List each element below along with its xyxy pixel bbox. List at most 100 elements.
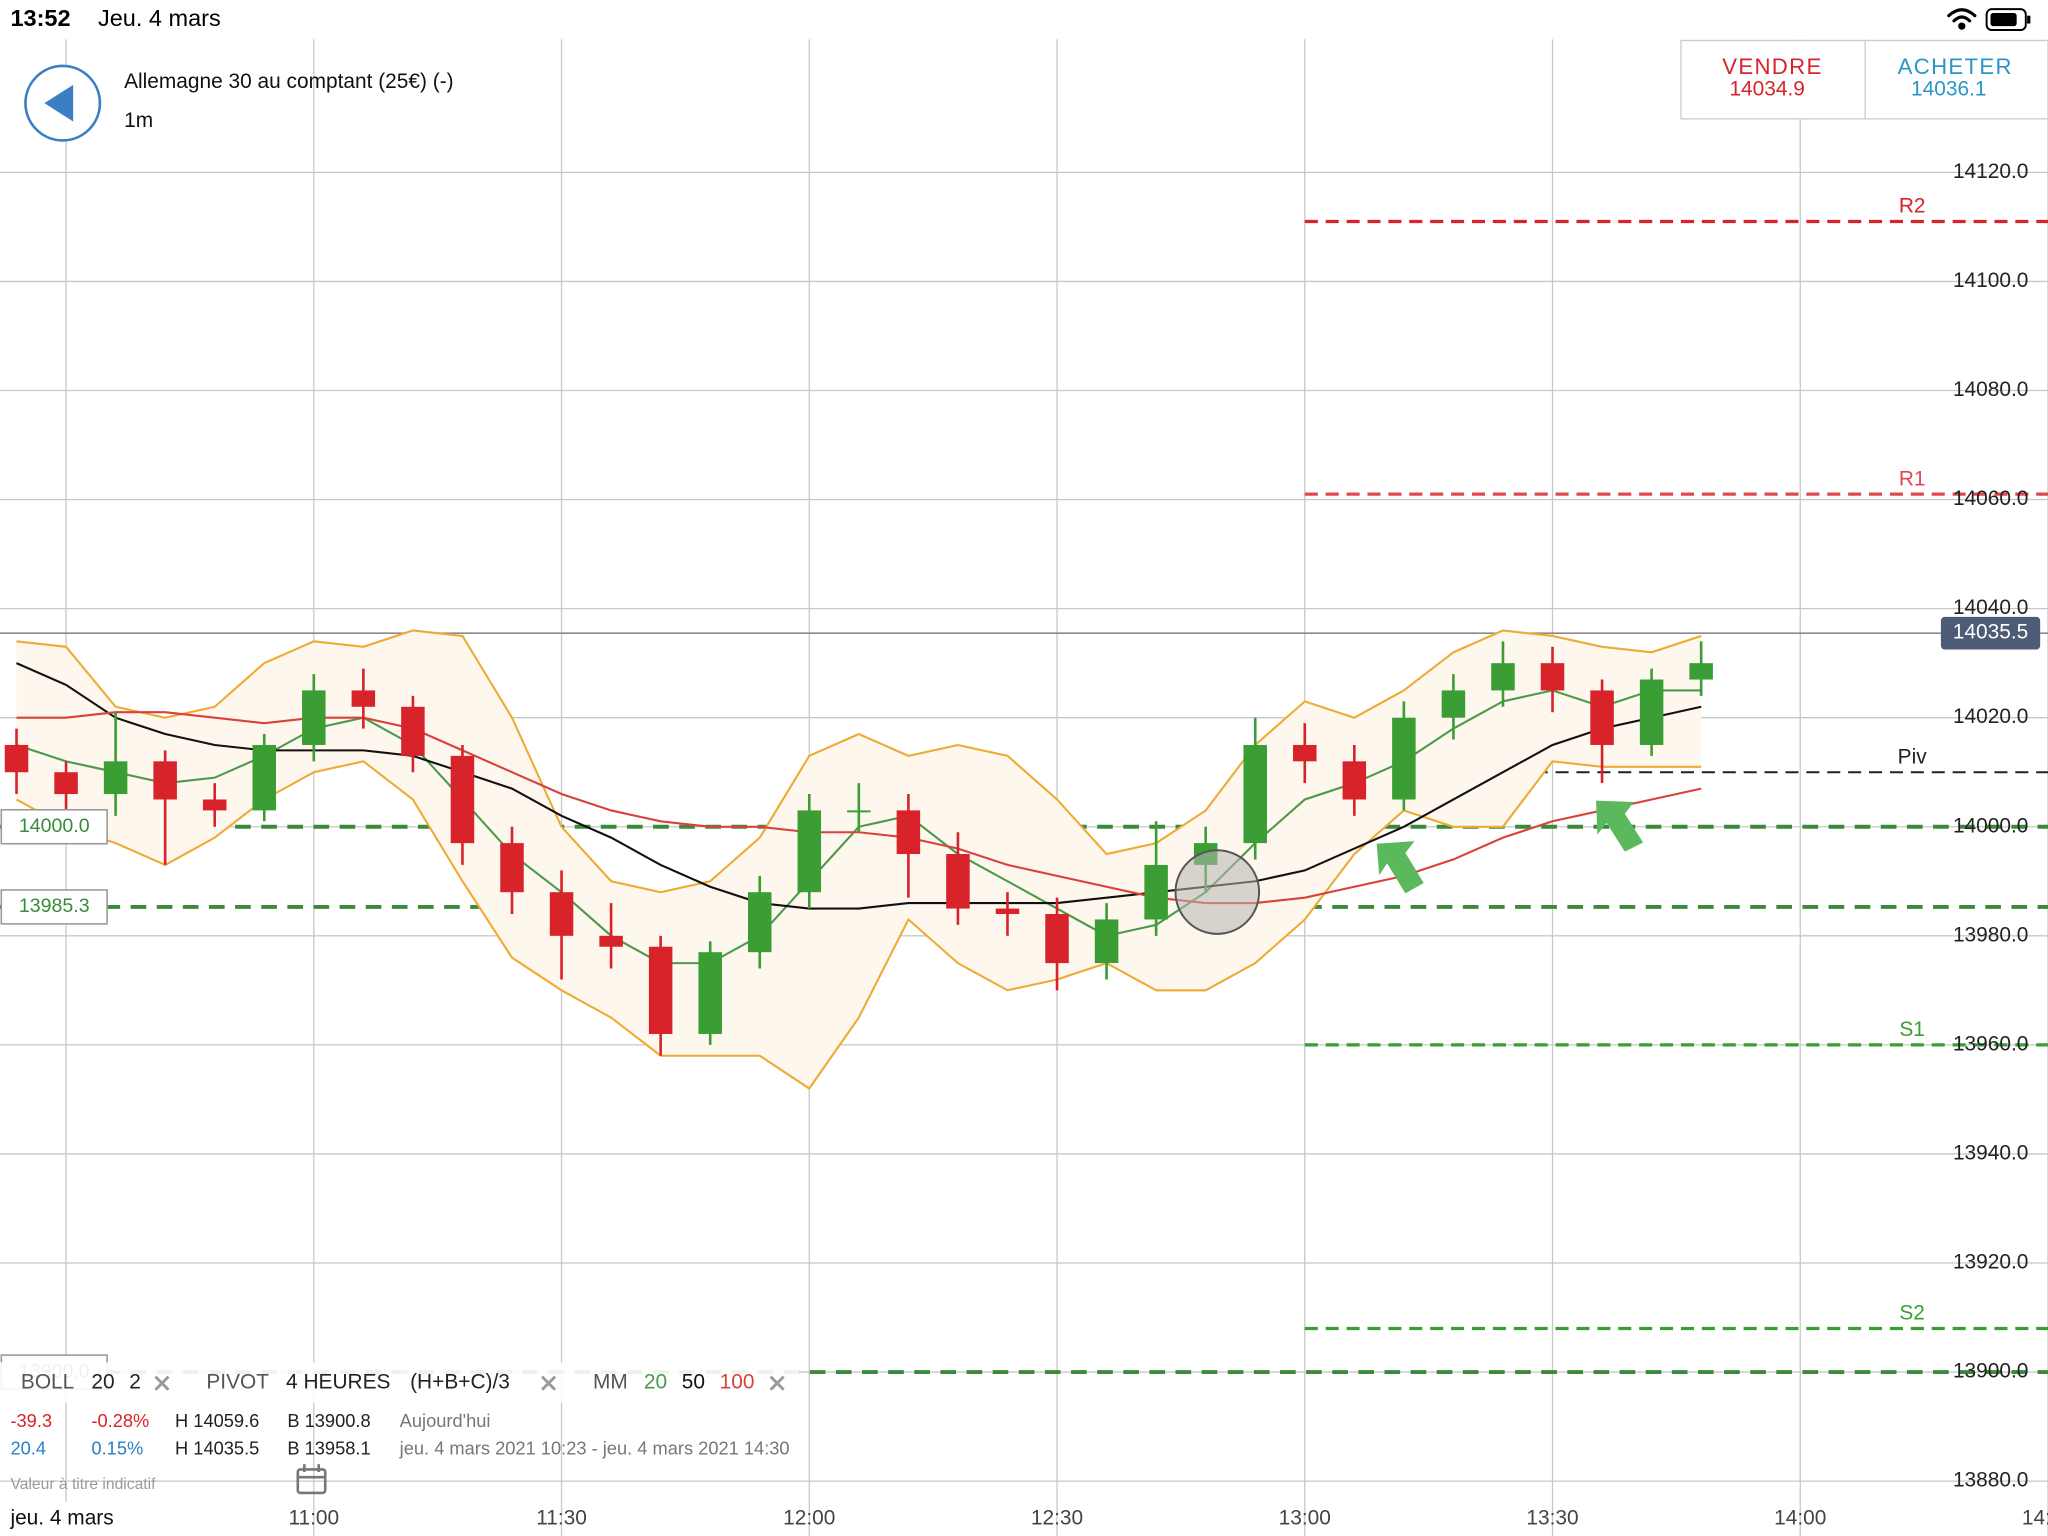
price-line-tag [0,889,108,925]
high: H 14035.5 [175,1438,259,1459]
change-pct: -0.28% [91,1410,149,1431]
last-price-label: 14035.5 [1953,621,2028,644]
interval: 1m [124,109,153,132]
candle-body [1639,679,1664,745]
price-line-tag [0,808,108,845]
boll-label: BOLL [21,1371,74,1394]
y-tick-label: 14000.0 [1953,814,2028,837]
y-tick-label: 14120.0 [1953,160,2028,183]
y-tick-label: 14020.0 [1953,705,2028,728]
candle-body [995,908,1020,915]
candle-body [747,892,772,953]
period: jeu. 4 mars 2021 10:23 - jeu. 4 mars 202… [399,1438,790,1459]
candle-body [1689,663,1713,680]
candle-body [4,744,29,773]
status-date: Jeu. 4 mars [98,5,221,31]
last-price-tag [1940,616,2041,650]
quote-box: VENDRE 14034.9 ACHETER 14036.1 [1680,39,2048,120]
x-tick-label: 11:30 [536,1507,587,1530]
remove-boll[interactable] [154,1375,170,1391]
pivot-formula: (H+B+C)/3 [410,1371,510,1394]
x-tick-label: 13:00 [1279,1507,1331,1530]
candle-body [1590,690,1614,745]
change: 20.4 [10,1438,46,1459]
annotation-arrow [1596,800,1644,852]
annotation-arrow [1376,841,1424,894]
low: B 13900.8 [287,1410,370,1431]
instrument-title: Allemagne 30 au comptant (25€) (-) [124,70,454,93]
candle-body [698,952,722,1034]
x-tick-label: 12:30 [1031,1507,1083,1530]
pivot-label: S1 [1899,1018,1925,1041]
y-tick-label: 14100.0 [1953,269,2028,292]
candle-body [599,935,623,947]
candle-body [549,892,574,936]
remove-pivot[interactable] [541,1375,557,1391]
change: -39.3 [10,1410,52,1431]
y-tick-label: 13900.0 [1953,1360,2028,1383]
candle-body [648,946,673,1034]
candle-body [896,810,921,855]
price-line-label: 13985.3 [19,895,90,917]
remove-mm[interactable] [769,1375,785,1391]
candle-body [1491,663,1515,691]
candle-body [1540,663,1565,691]
band-fill [16,630,1702,1089]
x-tick-label: 11:00 [288,1507,339,1530]
y-tick-label: 13940.0 [1953,1141,2028,1164]
candle-body [1392,717,1416,800]
pivot-label: R1 [1899,467,1926,490]
buy-label: ACHETER [1898,54,2013,79]
disclaimer: Valeur à titre indicatif [10,1476,156,1493]
candle-body [54,772,78,795]
x-tick-label: 14:00 [1774,1507,1826,1530]
price-line-label: 14000.0 [19,815,90,837]
candle-body [153,761,177,800]
candle-body [1243,744,1267,844]
pivot-label: PIVOT [206,1371,269,1394]
candle-body [103,761,128,795]
candle-body [946,854,970,909]
calendar-button[interactable] [296,1464,327,1495]
candle-body [847,810,871,813]
date-label-bg [0,1502,131,1536]
x-tick-label: 14:30 [2022,1507,2048,1530]
candle-body [401,706,425,756]
pivot-period: 4 HEURES [286,1371,390,1394]
buy-price: 14036.1 [1911,78,1986,101]
y-tick-label: 13880.0 [1953,1469,2028,1492]
candle-body [1094,919,1119,964]
high: H 14059.6 [175,1410,259,1431]
buy-button[interactable]: ACHETER 14036.1 [1864,39,2048,120]
mm-period: 20 [644,1371,667,1394]
y-tick-label: 14060.0 [1953,487,2028,510]
band-line [15,760,1702,1090]
pivot-label: R2 [1899,195,1926,218]
battery-icon [1985,8,2031,32]
candle-body [1144,864,1168,920]
mm-label: MM [593,1371,628,1394]
back-button[interactable] [24,64,102,142]
boll-period: 20 [91,1371,114,1394]
x-date-label: jeu. 4 mars [9,1507,113,1530]
candle-body [302,690,326,745]
clock: 13:52 [10,5,70,31]
candle-body [351,690,376,707]
mm-period: 50 [682,1371,705,1394]
low: B 13958.1 [287,1438,370,1459]
period: Aujourd'hui [400,1410,491,1431]
change-pct: 0.15% [91,1438,143,1459]
boll-deviation: 2 [129,1371,141,1394]
candle-body [797,810,822,893]
y-tick-label: 14080.0 [1953,378,2028,401]
y-tick-label: 13960.0 [1953,1032,2028,1055]
sell-button[interactable]: VENDRE 14034.9 [1680,39,1866,120]
candle-body [252,744,277,811]
candle-body [1293,744,1317,762]
candle-body [1441,690,1466,718]
candle-body [1342,761,1367,800]
annotation-circle [1174,849,1261,935]
candle-body [450,755,475,844]
